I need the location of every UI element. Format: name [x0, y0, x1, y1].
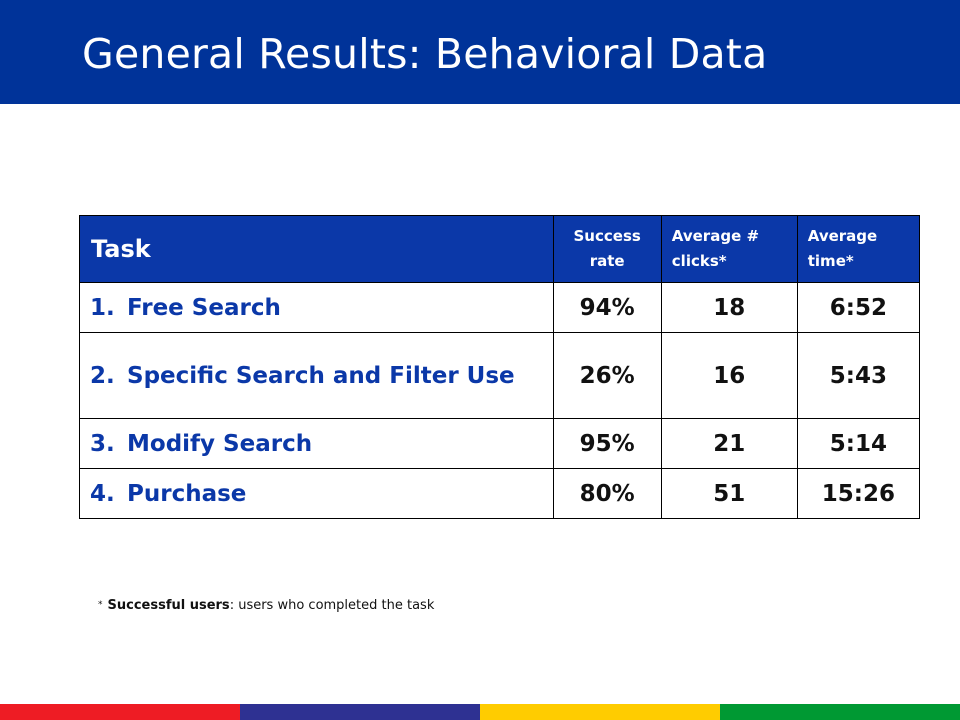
yellow-stripe [480, 704, 720, 720]
footnote: * Successful users: users who completed t… [98, 598, 434, 613]
task-cell: 1. Free Search [79, 282, 554, 333]
average-clicks-cell: 21 [660, 418, 798, 469]
footnote-definition: : users who completed the task [229, 598, 435, 613]
header-average-clicks: Average # clicks* [660, 215, 798, 283]
table-row: 2. Specific Search and Filter Use 26% 16… [79, 332, 921, 419]
task-number: 3. [90, 430, 115, 457]
table-header-row: Task Success rate Average # clicks* Aver… [79, 215, 921, 283]
task-name: Free Search [127, 294, 281, 321]
red-stripe [0, 704, 240, 720]
task-number: 4. [90, 480, 115, 507]
success-rate-cell: 80% [552, 468, 662, 519]
success-rate-cell: 94% [552, 282, 662, 333]
task-name: Modify Search [127, 430, 313, 457]
average-clicks-cell: 16 [660, 332, 798, 419]
color-stripe-bar [0, 704, 960, 720]
table-row: 1. Free Search 94% 18 6:52 [79, 282, 921, 333]
success-rate-cell: 26% [552, 332, 662, 419]
task-number: 1. [90, 294, 115, 321]
footnote-term: Successful users [107, 598, 230, 613]
average-clicks-cell: 51 [660, 468, 798, 519]
task-cell: 2. Specific Search and Filter Use [79, 332, 554, 419]
average-clicks-cell: 18 [660, 282, 798, 333]
task-name: Purchase [127, 480, 247, 507]
average-time-cell: 6:52 [796, 282, 921, 333]
header-success-rate: Success rate [552, 215, 662, 283]
task-cell: 3. Modify Search [79, 418, 554, 469]
average-time-cell: 5:14 [796, 418, 921, 469]
average-time-cell: 15:26 [796, 468, 921, 519]
header-task: Task [79, 215, 554, 283]
footnote-asterisk: * [98, 600, 103, 610]
blue-stripe [240, 704, 480, 720]
success-rate-cell: 95% [552, 418, 662, 469]
header-average-time: Average time* [796, 215, 921, 283]
table-row: 4. Purchase 80% 51 15:26 [79, 468, 921, 519]
title-bar: General Results: Behavioral Data [0, 0, 960, 104]
task-name: Specific Search and Filter Use [127, 362, 515, 389]
table-row: 3. Modify Search 95% 21 5:14 [79, 418, 921, 469]
page-title: General Results: Behavioral Data [82, 30, 768, 78]
average-time-cell: 5:43 [796, 332, 921, 419]
green-stripe [720, 704, 960, 720]
results-table: Task Success rate Average # clicks* Aver… [79, 215, 921, 519]
task-number: 2. [90, 362, 115, 389]
task-cell: 4. Purchase [79, 468, 554, 519]
